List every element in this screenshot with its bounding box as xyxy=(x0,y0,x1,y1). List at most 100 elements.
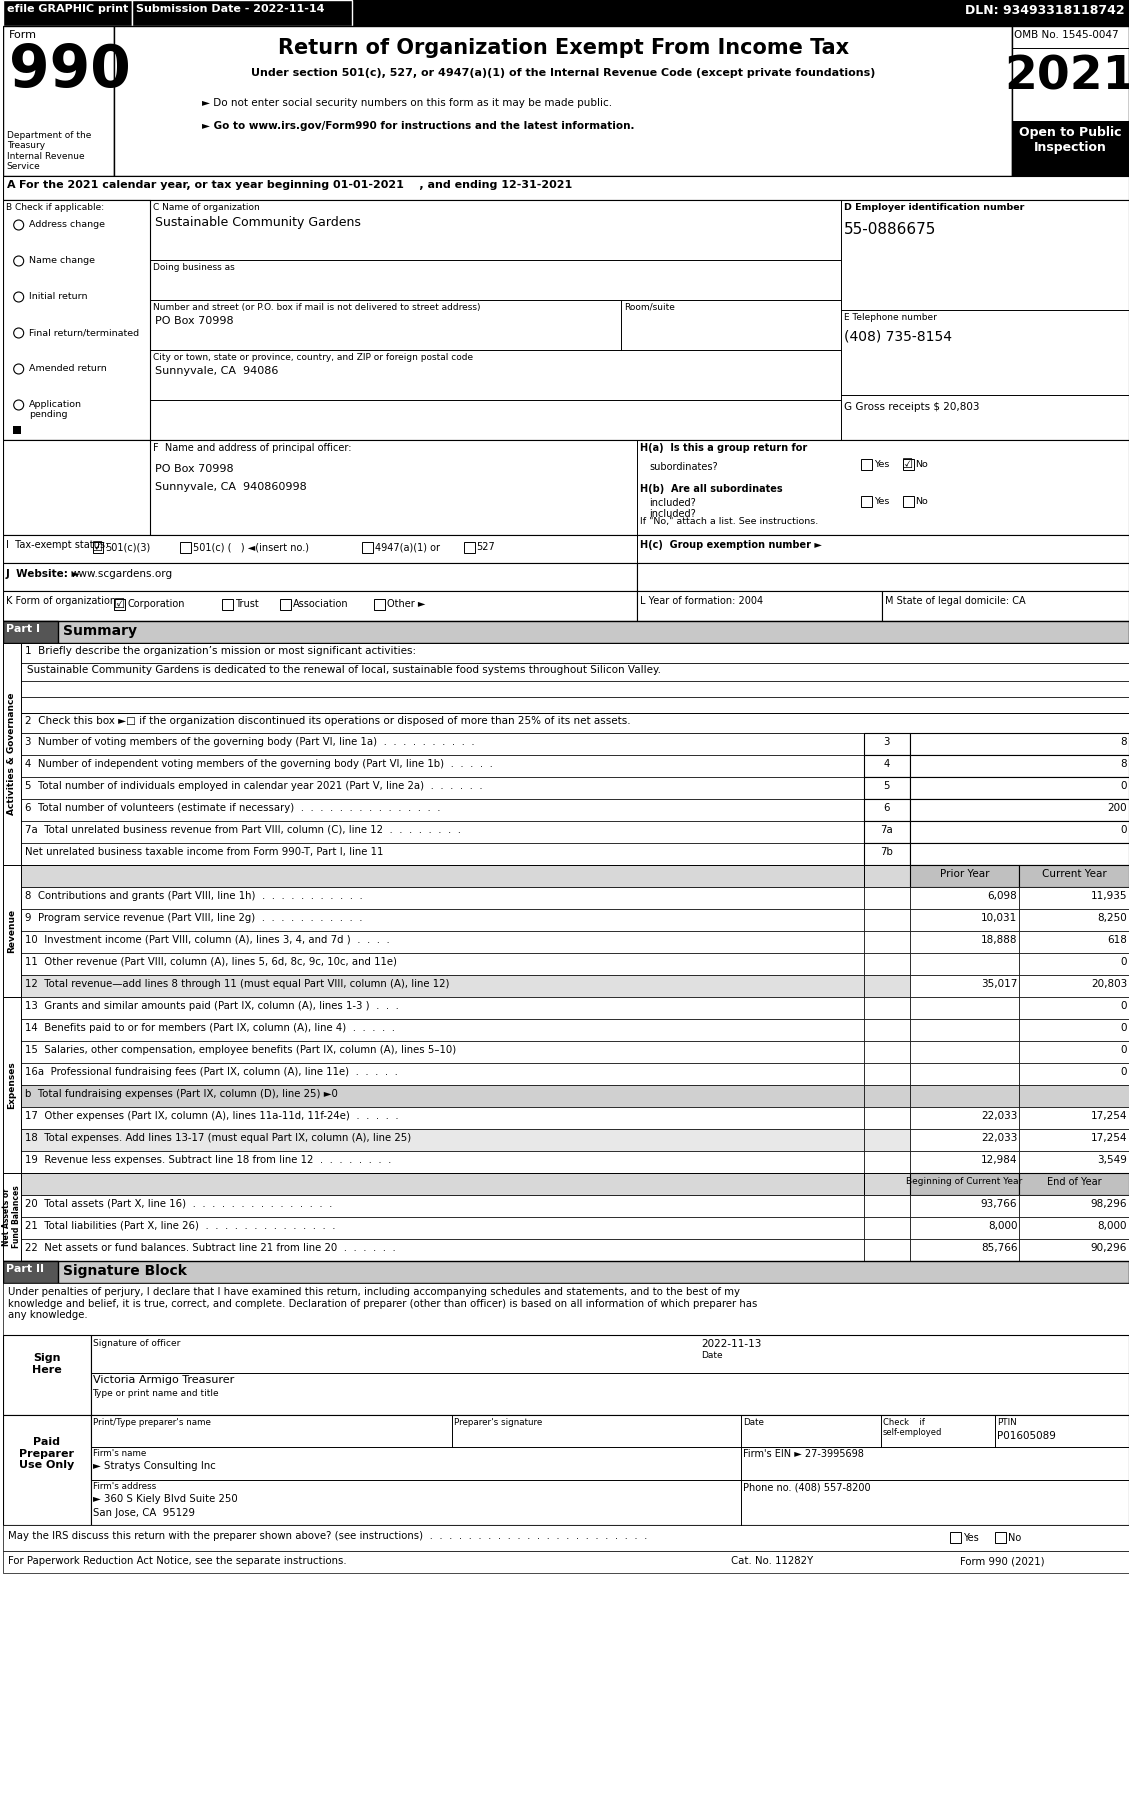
Bar xyxy=(1019,1152,1129,1174)
Text: Cat. No. 11282Y: Cat. No. 11282Y xyxy=(730,1556,813,1565)
Text: Firm's name: Firm's name xyxy=(93,1449,146,1458)
Bar xyxy=(1019,1174,1129,1195)
Text: 11  Other revenue (Part VIII, column (A), lines 5, 6d, 8c, 9c, 10c, and 11e): 11 Other revenue (Part VIII, column (A),… xyxy=(25,958,396,967)
Text: Department of the
Treasury
Internal Revenue
Service: Department of the Treasury Internal Reve… xyxy=(7,131,91,171)
Text: 0: 0 xyxy=(1120,1067,1127,1078)
Bar xyxy=(20,865,864,887)
Text: Return of Organization Exempt From Income Tax: Return of Organization Exempt From Incom… xyxy=(278,38,849,58)
Text: Sunnyvale, CA  94086: Sunnyvale, CA 94086 xyxy=(156,366,279,375)
Text: Expenses: Expenses xyxy=(7,1061,16,1108)
Bar xyxy=(1019,1128,1129,1152)
Text: Part I: Part I xyxy=(6,624,40,635)
Text: 90,296: 90,296 xyxy=(1091,1243,1127,1253)
Bar xyxy=(910,952,1019,974)
Text: ► 360 S Kiely Blvd Suite 250: ► 360 S Kiely Blvd Suite 250 xyxy=(93,1495,237,1504)
Bar xyxy=(2,0,132,25)
Bar xyxy=(1019,1195,1129,1217)
Bar xyxy=(20,680,1129,697)
Bar xyxy=(2,200,150,441)
Bar xyxy=(910,1041,1019,1063)
Text: For Paperwork Reduction Act Notice, see the separate instructions.: For Paperwork Reduction Act Notice, see … xyxy=(8,1556,347,1565)
Text: 4  Number of independent voting members of the governing body (Part VI, line 1b): 4 Number of independent voting members o… xyxy=(25,758,492,769)
Text: Form: Form xyxy=(9,31,37,40)
Bar xyxy=(910,1195,1019,1217)
Text: b  Total fundraising expenses (Part IX, column (D), line 25) ►0: b Total fundraising expenses (Part IX, c… xyxy=(25,1088,338,1099)
Bar xyxy=(90,1335,1129,1415)
Text: Open to Public
Inspection: Open to Public Inspection xyxy=(1018,125,1121,154)
Text: DLN: 93493318118742: DLN: 93493318118742 xyxy=(965,4,1124,16)
Bar xyxy=(114,25,1013,176)
Text: 501(c)(3): 501(c)(3) xyxy=(105,542,151,551)
Text: Amended return: Amended return xyxy=(28,365,106,374)
Bar xyxy=(864,1195,910,1217)
Text: ► Go to www.irs.gov/Form990 for instructions and the latest information.: ► Go to www.irs.gov/Form990 for instruct… xyxy=(202,122,634,131)
Text: 4947(a)(1) or: 4947(a)(1) or xyxy=(375,542,440,551)
Text: Initial return: Initial return xyxy=(28,292,87,301)
Text: 12  Total revenue—add lines 8 through 11 (must equal Part VIII, column (A), line: 12 Total revenue—add lines 8 through 11 … xyxy=(25,980,449,989)
Text: E Telephone number: E Telephone number xyxy=(843,314,937,323)
Text: G Gross receipts $ 20,803: G Gross receipts $ 20,803 xyxy=(843,403,979,412)
Bar xyxy=(1019,909,1129,931)
Text: 22  Net assets or fund balances. Subtract line 21 from line 20  .  .  .  .  .  .: 22 Net assets or fund balances. Subtract… xyxy=(25,1243,395,1253)
Text: Submission Date - 2022-11-14: Submission Date - 2022-11-14 xyxy=(137,4,325,15)
Text: 4: 4 xyxy=(883,758,890,769)
Bar xyxy=(1019,1063,1129,1085)
Bar xyxy=(1019,998,1129,1019)
Bar xyxy=(20,974,864,998)
Text: No: No xyxy=(916,497,928,506)
Bar xyxy=(90,1415,1129,1526)
Bar xyxy=(464,542,474,553)
Text: efile GRAPHIC print: efile GRAPHIC print xyxy=(7,4,128,15)
Bar xyxy=(2,1174,20,1261)
Text: No: No xyxy=(916,461,928,470)
Bar xyxy=(996,1533,1006,1544)
Bar xyxy=(2,642,20,865)
Text: A: A xyxy=(7,180,16,190)
Bar xyxy=(637,591,882,620)
Bar xyxy=(2,620,1129,642)
Bar xyxy=(20,1152,864,1174)
Text: Preparer's signature: Preparer's signature xyxy=(454,1419,542,1428)
Text: 55-0886675: 55-0886675 xyxy=(843,221,936,238)
Bar xyxy=(864,1019,910,1041)
Bar xyxy=(2,25,114,176)
Text: ☑: ☑ xyxy=(113,599,124,611)
Bar xyxy=(910,1063,1019,1085)
Bar xyxy=(2,0,1129,25)
Bar xyxy=(20,755,864,776)
Bar xyxy=(2,1551,1129,1573)
Text: 6,098: 6,098 xyxy=(988,891,1017,902)
Text: Room/suite: Room/suite xyxy=(624,303,675,312)
Bar xyxy=(12,426,20,434)
Text: 13  Grants and similar amounts paid (Part IX, column (A), lines 1-3 )  .  .  .: 13 Grants and similar amounts paid (Part… xyxy=(25,1001,399,1010)
Text: Association: Association xyxy=(294,599,349,610)
Bar xyxy=(1019,974,1129,998)
Text: Signature of officer: Signature of officer xyxy=(93,1339,180,1348)
Bar xyxy=(20,909,864,931)
Bar xyxy=(1019,887,1129,909)
Text: 0: 0 xyxy=(1120,782,1127,791)
Text: 20  Total assets (Part X, line 16)  .  .  .  .  .  .  .  .  .  .  .  .  .  .  .: 20 Total assets (Part X, line 16) . . . … xyxy=(25,1199,332,1208)
Bar xyxy=(20,1107,864,1128)
Bar xyxy=(2,591,637,620)
Text: 527: 527 xyxy=(476,542,496,551)
Text: 200: 200 xyxy=(1108,804,1127,813)
Text: 93,766: 93,766 xyxy=(981,1199,1017,1208)
Text: 35,017: 35,017 xyxy=(981,980,1017,989)
Text: 2021: 2021 xyxy=(1005,54,1129,100)
Bar xyxy=(1019,1107,1129,1128)
Text: 501(c) (   ) ◄(insert no.): 501(c) ( ) ◄(insert no.) xyxy=(193,542,309,551)
Bar xyxy=(20,1195,864,1217)
Bar xyxy=(910,931,1019,952)
Text: ► Stratys Consulting Inc: ► Stratys Consulting Inc xyxy=(93,1460,216,1471)
Text: Prior Year: Prior Year xyxy=(939,869,989,880)
Bar xyxy=(20,931,864,952)
Bar xyxy=(20,1085,864,1107)
Text: Net unrelated business taxable income from Form 990-T, Part I, line 11: Net unrelated business taxable income fr… xyxy=(25,847,383,856)
Bar xyxy=(20,1217,864,1239)
Text: Firm's EIN ► 27-3995698: Firm's EIN ► 27-3995698 xyxy=(743,1449,864,1458)
Text: 7b: 7b xyxy=(881,847,893,856)
Text: H(c)  Group exemption number ►: H(c) Group exemption number ► xyxy=(640,541,822,550)
Text: 0: 0 xyxy=(1120,1001,1127,1010)
Text: C Name of organization: C Name of organization xyxy=(154,203,260,212)
